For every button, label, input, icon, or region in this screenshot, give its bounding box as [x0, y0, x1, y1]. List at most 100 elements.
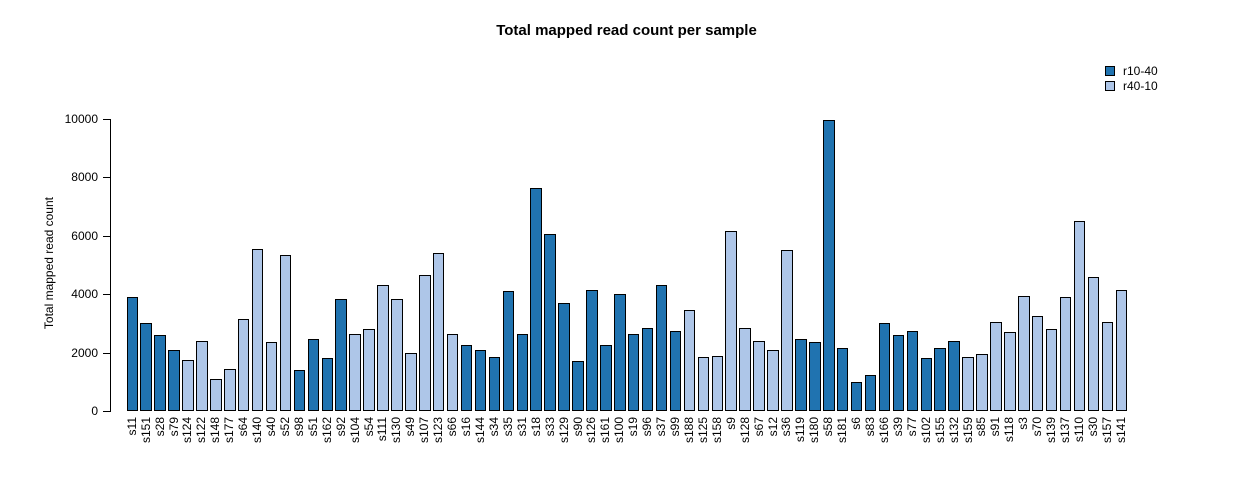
x-tick-label: s124: [180, 417, 195, 444]
x-tick-label: s110: [1071, 417, 1086, 443]
x-tick-label: s132: [946, 417, 961, 444]
x-tick-label: s158: [709, 417, 724, 444]
x-tick-label: s128: [737, 417, 752, 444]
bar: [168, 349, 180, 411]
x-tick-label: s58: [821, 417, 836, 437]
bar: [446, 333, 459, 411]
x-tick-label: s157: [1099, 417, 1114, 444]
x-tick-label: s91: [988, 417, 1003, 437]
x-tick-label: s12: [765, 417, 780, 437]
y-axis-title: Total mapped read count: [42, 197, 56, 330]
x-tick-label: s92: [333, 417, 348, 437]
x-tick-label: s159: [960, 417, 975, 444]
x-tick-label: s83: [863, 417, 878, 437]
legend-swatch-r40-10: [1105, 81, 1115, 91]
y-tick-label: 8000: [71, 170, 98, 185]
x-tick-label: s39: [890, 417, 905, 437]
bar: [516, 333, 529, 411]
bar: [363, 329, 375, 411]
x-tick-label: s37: [654, 417, 669, 437]
legend-label: r10-40: [1123, 64, 1158, 78]
bar: [864, 374, 877, 411]
bar: [154, 335, 166, 411]
bar: [781, 250, 793, 411]
x-tick-label: s125: [695, 417, 710, 444]
y-tick-label: 6000: [71, 228, 98, 243]
x-tick-label: s162: [319, 417, 334, 444]
bar: [600, 345, 612, 411]
bar: [321, 358, 334, 411]
x-tick-label: s155: [932, 417, 947, 444]
x-tick-label: s85: [974, 417, 989, 437]
bar: [349, 333, 361, 411]
bar: [391, 298, 403, 411]
x-tick-label: s119: [793, 417, 808, 443]
x-tick-label: s96: [640, 417, 655, 437]
x-tick-label: s18: [528, 417, 543, 437]
bar: [126, 297, 138, 411]
y-tick-label: 2000: [71, 345, 98, 360]
y-tick-label: 10000: [64, 112, 98, 126]
x-tick-label: s111: [375, 417, 390, 442]
bar: [1101, 321, 1114, 411]
y-tick: [103, 177, 110, 179]
x-tick-label: s177: [222, 417, 237, 444]
bar: [140, 323, 152, 411]
bar: [976, 354, 988, 411]
x-tick-label: s102: [918, 417, 933, 444]
x-tick-label: s30: [1085, 417, 1100, 437]
x-tick-label: s79: [166, 417, 181, 437]
bar: [432, 253, 445, 411]
x-tick-label: s137: [1058, 417, 1073, 444]
bar: [683, 310, 696, 411]
bar: [934, 348, 946, 411]
x-tick-label: s141: [1113, 417, 1128, 444]
bar: [990, 321, 1002, 411]
legend-label: r40-10: [1123, 79, 1158, 93]
y-axis-line: [110, 119, 111, 412]
x-tick-label: s77: [904, 417, 919, 437]
bar: [488, 356, 501, 411]
x-tick-label: s11: [124, 417, 139, 436]
x-tick-label: s139: [1044, 417, 1059, 444]
bar: [572, 361, 584, 411]
bar: [948, 340, 960, 411]
bar: [920, 358, 932, 411]
x-tick-label: s3: [1016, 417, 1031, 430]
bar: [224, 368, 236, 411]
bar: [377, 285, 389, 411]
bar: [502, 291, 515, 411]
x-tick-label: s122: [194, 417, 209, 444]
bar: [795, 339, 807, 411]
y-tick-label: 0: [91, 404, 98, 418]
x-tick-label: s70: [1030, 417, 1045, 437]
bar: [419, 275, 431, 411]
bar: [460, 345, 473, 411]
x-tick-label: s180: [807, 417, 822, 444]
bar: [335, 298, 347, 411]
bar: [265, 342, 278, 411]
bar: [182, 359, 194, 411]
x-tick-label: s148: [208, 417, 223, 444]
x-tick-label: s140: [250, 417, 265, 444]
x-tick-label: s188: [681, 417, 696, 444]
bar: [544, 234, 556, 411]
bar: [1045, 329, 1058, 411]
x-tick-label: s130: [389, 417, 404, 444]
bar: [1031, 316, 1044, 411]
x-tick-label: s144: [473, 417, 487, 444]
x-tick-label: s118: [1002, 417, 1017, 443]
x-tick-label: s99: [668, 417, 683, 437]
bar: [641, 327, 654, 411]
bar: [279, 254, 292, 411]
x-tick-label: s51: [305, 417, 320, 437]
x-tick-label: s98: [291, 417, 306, 437]
bar: [962, 356, 974, 411]
bar: [836, 348, 849, 411]
x-tick-label: s126: [584, 417, 599, 444]
bar: [697, 356, 710, 411]
bar: [405, 352, 417, 411]
legend-entry-r40-10: r40-10: [1105, 79, 1158, 93]
x-tick-label: s16: [459, 417, 474, 437]
x-tick-label: s34: [486, 417, 501, 437]
